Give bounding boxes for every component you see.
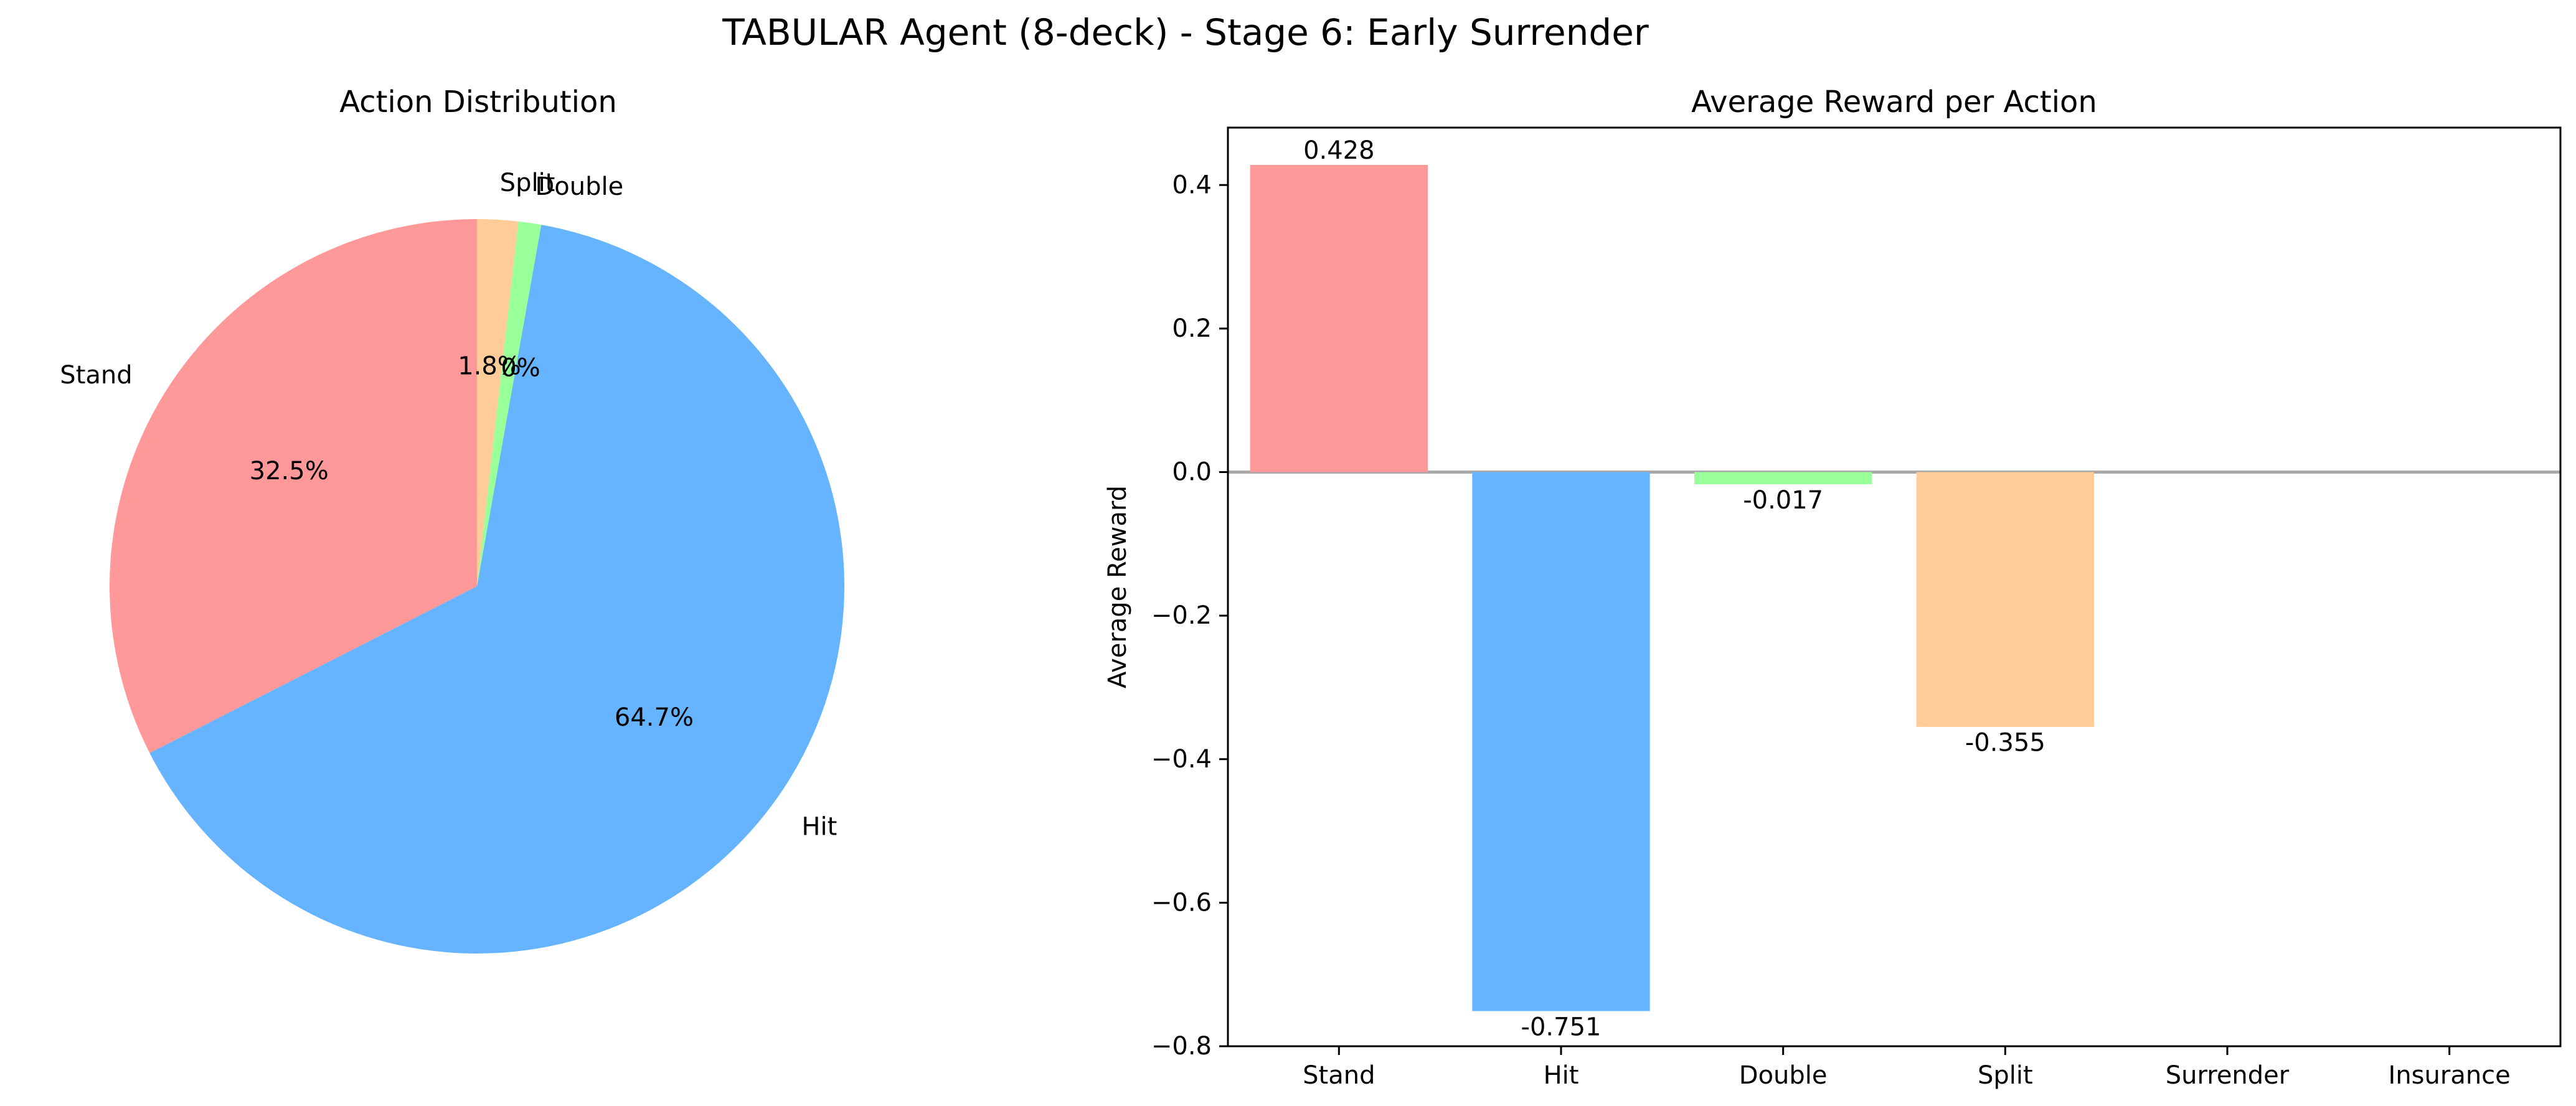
bar-hit <box>1472 472 1650 1011</box>
pie-pct-split: 1.8% <box>458 352 521 381</box>
y-tick-label: 0.2 <box>1172 314 1212 343</box>
bar-value-label-hit: -0.751 <box>1521 1013 1602 1041</box>
x-tick-label-hit: Hit <box>1544 1061 1579 1090</box>
y-tick-label: 0.4 <box>1172 171 1212 199</box>
pie-pct-hit: 64.7% <box>615 703 694 732</box>
pie-label-split: Split <box>500 169 555 197</box>
y-tick-label: −0.6 <box>1151 888 1212 917</box>
pie-chart-title: Action Distribution <box>339 85 617 120</box>
bar-stand <box>1250 164 1428 472</box>
x-tick-label-double: Double <box>1739 1061 1828 1090</box>
bar-axes-frame <box>1227 126 2562 1047</box>
pie-slice-hit <box>149 225 844 954</box>
y-axis-label: Average Reward <box>1103 485 1132 688</box>
pie-label-hit: Hit <box>801 812 837 841</box>
figure-suptitle: TABULAR Agent (8-deck) - Stage 6: Early … <box>722 11 1649 54</box>
pie-slice-stand <box>109 219 478 753</box>
y-tick-label: −0.2 <box>1151 601 1212 630</box>
y-tick-label: 0.0 <box>1172 458 1212 487</box>
pie-pct-stand: 32.5% <box>250 457 329 485</box>
x-tick-label-split: Split <box>1978 1061 2033 1090</box>
bar-split <box>1916 472 2094 727</box>
x-tick-label-surrender: Surrender <box>2166 1061 2290 1090</box>
bar-value-label-stand: 0.428 <box>1303 136 1375 165</box>
x-tick-label-insurance: Insurance <box>2389 1061 2511 1090</box>
x-tick-label-stand: Stand <box>1303 1061 1375 1090</box>
bar-double <box>1694 472 1872 485</box>
bar-value-label-split: -0.355 <box>1965 729 2045 757</box>
y-tick-label: −0.4 <box>1151 745 1212 774</box>
bar-chart: 0.428 Stand -0.751 Hit -0.017 Double -0.355 Spl… <box>1103 126 2562 1090</box>
pie-label-stand: Stand <box>60 361 132 390</box>
y-tick-label: −0.8 <box>1151 1032 1212 1061</box>
pie-slice-double <box>477 221 542 587</box>
pie-label-double: Double <box>535 172 623 201</box>
bar-chart-title: Average Reward per Action <box>1691 85 2097 120</box>
pie-slice-split <box>477 219 519 586</box>
bar-value-label-double: -0.017 <box>1743 486 1823 515</box>
